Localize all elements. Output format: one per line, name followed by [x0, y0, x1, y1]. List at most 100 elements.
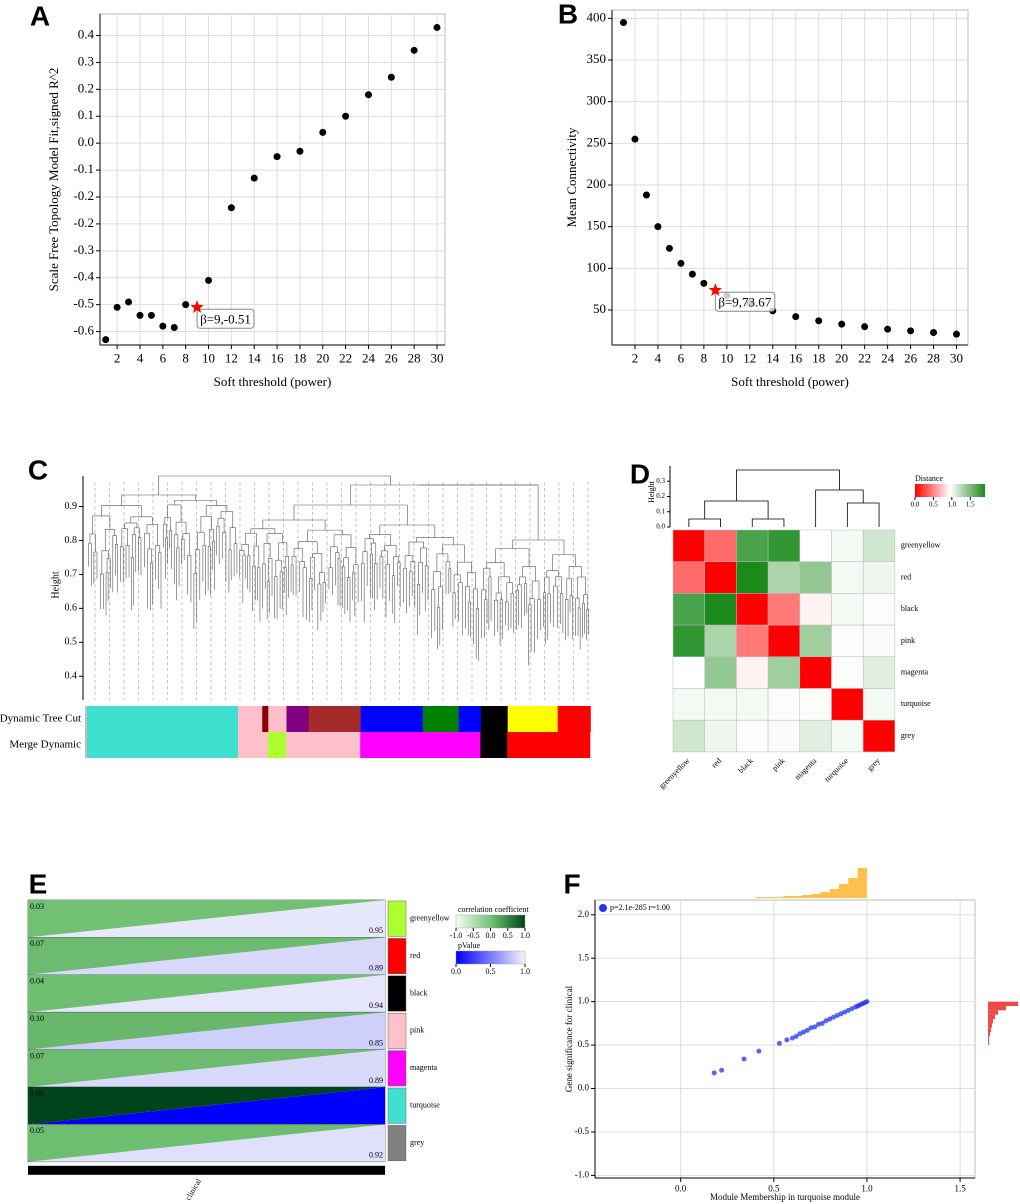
point: [830, 1014, 836, 1020]
pvalue-label: 0.92: [369, 1151, 383, 1160]
module-segment: [238, 706, 263, 732]
correlation-label: 0.05: [30, 1126, 44, 1135]
point: [741, 1056, 747, 1062]
point: [159, 322, 167, 330]
point: [296, 147, 304, 155]
y-tick-label: 350: [587, 51, 607, 66]
right-histogram-bar: [988, 1032, 990, 1037]
point: [688, 270, 696, 278]
y-tick-label: 150: [587, 218, 607, 233]
column-label: greenyellow: [657, 756, 691, 790]
x-axis-label: Module Membership in turquoise module: [710, 1192, 860, 1202]
pvalue-triangle: [28, 1124, 385, 1162]
y-axis-label: Gene significance for clinical: [564, 985, 574, 1092]
correlation-label: 1.00: [30, 1089, 44, 1098]
y-tick-label: 50: [593, 301, 606, 316]
annotation-label: β=9,73.67: [718, 294, 771, 309]
row-label: greenyellow: [901, 541, 941, 550]
x-tick-label: 0.0: [675, 1183, 687, 1193]
point: [665, 244, 673, 252]
panel-letter: E: [29, 868, 48, 899]
column-label: black: [736, 756, 755, 775]
y-tick-label: 0.2: [78, 80, 94, 95]
heatmap-cell: [672, 719, 705, 753]
x-tick-label: 24: [362, 350, 376, 365]
tree-branch: [688, 518, 721, 527]
annotation-label: β=9,-0.51: [200, 311, 251, 326]
x-tick-label: 0.5: [768, 1183, 780, 1193]
heatmap-cell: [672, 593, 705, 626]
heatmap-cell: [704, 656, 737, 689]
legend-tick-label: 0.5: [929, 501, 938, 509]
point: [136, 311, 144, 319]
column-label: grey: [865, 756, 881, 772]
legend-tick-label: 0.5: [486, 967, 496, 976]
x-tick-label: 26: [385, 350, 399, 365]
module-swatch: [387, 1012, 407, 1049]
module-segment: [267, 732, 287, 758]
heatmap-cell: [862, 593, 896, 626]
correlation-triangle: [28, 1124, 385, 1162]
point: [789, 1035, 795, 1041]
y-tick-label: 0.4: [65, 671, 78, 682]
correlation-triangle: [28, 974, 385, 1013]
module-swatch: [387, 900, 407, 937]
point: [953, 330, 961, 338]
top-histogram-bar: [829, 889, 840, 898]
column-label: turquoise: [823, 756, 851, 784]
x-tick-label: 28: [927, 350, 940, 365]
y-tick-label: 1.0: [578, 996, 590, 1006]
right-histogram-bar: [988, 1010, 998, 1015]
y-tick-label: 0.5: [578, 1039, 590, 1049]
legend-tick-label: 0.0: [451, 967, 461, 976]
module-label: black: [410, 988, 427, 997]
correlation-triangle: [28, 900, 385, 938]
row-label: red: [901, 572, 911, 581]
module-segment: [507, 706, 558, 732]
y-tick-label: 250: [587, 134, 607, 149]
heatmap-cell: [736, 656, 769, 689]
point: [677, 259, 685, 267]
point: [631, 135, 639, 143]
y-tick-label: 2.0: [578, 909, 590, 919]
point: [619, 19, 627, 26]
module-segment: [87, 732, 239, 758]
module-label: greenyellow: [410, 914, 450, 923]
point: [102, 336, 110, 344]
y-tick-label: 100: [587, 259, 607, 274]
y-tick-label: 0.0: [656, 523, 665, 531]
correlation-label: 0.10: [30, 1014, 44, 1023]
right-histogram-bar: [988, 1019, 993, 1024]
pvalue-triangle: [28, 1012, 385, 1050]
plot-frame: [99, 13, 446, 346]
point: [205, 276, 213, 284]
top-histogram-bar: [801, 895, 812, 898]
tree: [88, 475, 590, 666]
legend-tick-label: 1.0: [520, 967, 530, 976]
module-segment: [285, 732, 361, 758]
y-axis-label: Height: [647, 480, 656, 503]
heatmap-cell: [672, 656, 705, 689]
point: [815, 317, 823, 325]
highlight-star: [190, 300, 204, 313]
legend-title: Distance: [915, 474, 943, 483]
module-label: pink: [410, 1026, 424, 1035]
top-histogram-bar: [839, 884, 849, 898]
x-tick-label: 1.0: [861, 1183, 873, 1193]
x-tick-label: 16: [789, 350, 803, 365]
module-segment: [480, 732, 508, 758]
heatmap-cell: [704, 529, 737, 562]
module-swatch: [387, 1050, 407, 1087]
correlation-label: 0.07: [30, 1051, 44, 1060]
point: [227, 204, 235, 212]
heatmap-cell: [767, 529, 801, 562]
annotation-box: [714, 291, 776, 312]
point: [364, 91, 372, 99]
right-histogram-bar: [988, 1001, 1018, 1006]
heatmap-cell: [704, 561, 737, 594]
x-tick-label: 14: [248, 350, 262, 365]
heatmap-cell: [831, 656, 864, 689]
point: [719, 1067, 725, 1073]
module-segment: [507, 732, 591, 758]
point: [838, 320, 846, 328]
